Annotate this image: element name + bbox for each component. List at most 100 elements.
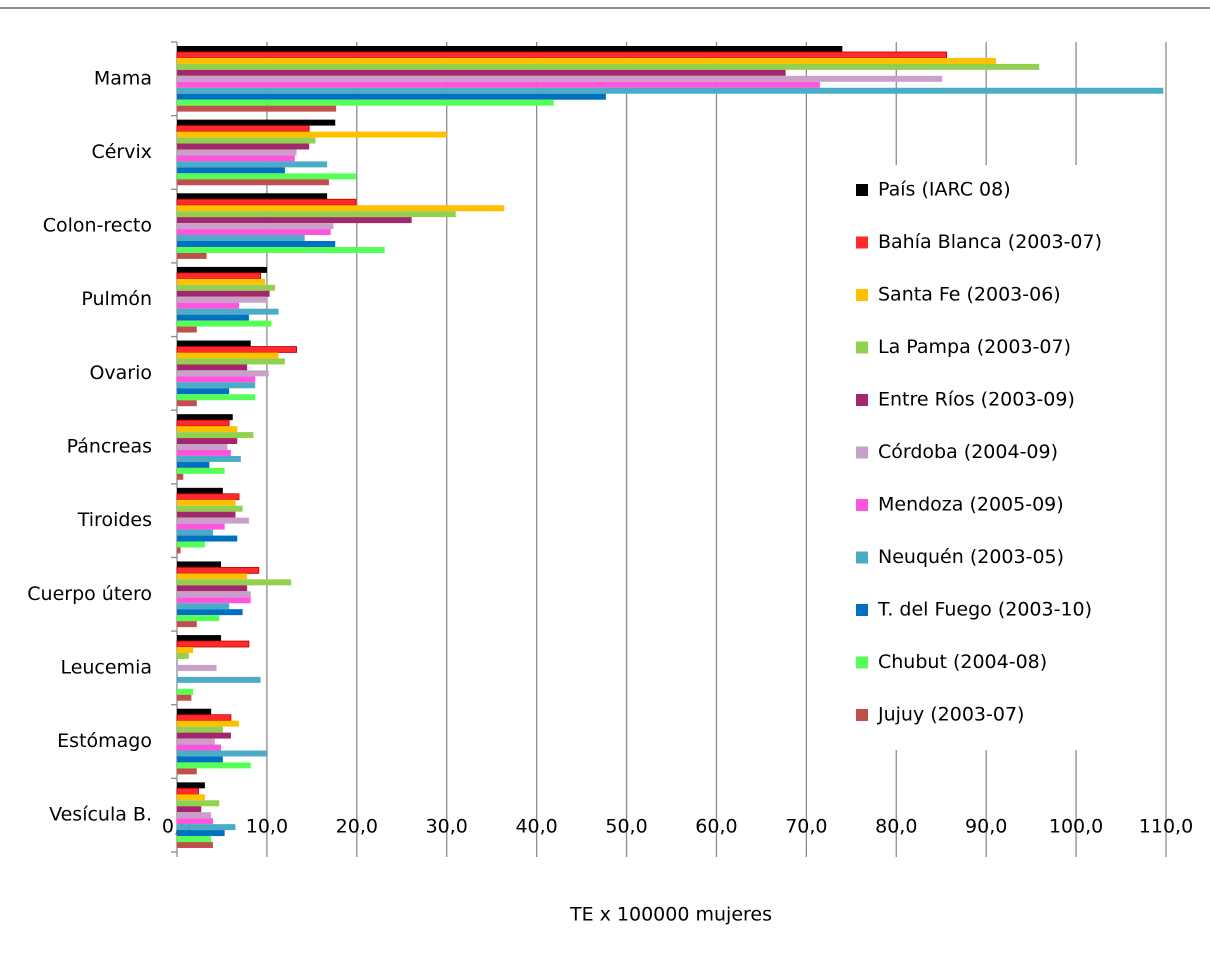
bar [177, 137, 316, 144]
bar [177, 364, 248, 371]
legend-swatch [856, 184, 868, 196]
bar [177, 69, 786, 76]
bar [177, 547, 181, 554]
bar [176, 198, 357, 206]
bar [177, 517, 249, 524]
bar [176, 419, 230, 427]
bar [177, 738, 215, 745]
bar [177, 149, 297, 156]
bar [177, 726, 223, 733]
bar [177, 591, 251, 598]
bar [177, 161, 328, 168]
bar [177, 193, 328, 200]
legend-swatch [856, 656, 868, 669]
bar [177, 824, 236, 831]
bar [177, 179, 329, 186]
bar [177, 461, 210, 468]
legend-swatch [856, 551, 868, 564]
bar [177, 535, 238, 542]
bar [177, 806, 202, 813]
bar [177, 732, 231, 739]
x-tick-label: 10,0 [246, 816, 288, 838]
bar [177, 782, 205, 789]
bar [177, 609, 243, 616]
bar [177, 664, 217, 671]
bar [177, 561, 222, 568]
legend-label: Santa Fe (2003-06) [878, 284, 1061, 306]
bar [177, 143, 310, 150]
bar [177, 290, 270, 297]
y-tick-label: Tiroides [77, 509, 152, 531]
legend-swatch [856, 394, 868, 406]
bar [177, 830, 225, 837]
legend-label: Neuquén (2003-05) [878, 546, 1064, 568]
bar [177, 744, 222, 751]
bar [177, 487, 223, 494]
bar [177, 800, 220, 807]
bar [176, 787, 199, 795]
bar [177, 320, 272, 327]
legend-label: País (IARC 08) [878, 179, 1011, 201]
bar [177, 358, 285, 365]
bar [177, 720, 240, 727]
bar [177, 211, 456, 218]
bar [177, 87, 1164, 94]
bar [177, 505, 243, 512]
bar [177, 278, 266, 285]
y-tick-label: Vesícula B. [49, 804, 152, 826]
bar [177, 57, 997, 64]
bar [177, 676, 261, 683]
bar [177, 585, 248, 592]
bar [177, 818, 213, 825]
bar [177, 246, 385, 253]
legend-box [840, 165, 1152, 750]
y-tick-label: Cérvix [91, 141, 152, 163]
legend-label: Entre Ríos (2003-09) [878, 389, 1075, 411]
bar [177, 621, 197, 628]
legend-swatch [856, 499, 868, 511]
x-tick-label: 30,0 [426, 816, 468, 838]
legend-swatch [856, 341, 868, 354]
bar [177, 75, 943, 82]
bar [177, 529, 213, 536]
x-tick-label: 20,0 [336, 816, 378, 838]
bar [177, 173, 356, 180]
bar [177, 370, 269, 377]
bar [176, 346, 297, 353]
bar [177, 444, 228, 450]
legend-swatch [856, 236, 868, 249]
bar [177, 314, 249, 321]
legend-label: Bahía Blanca (2003-07) [878, 231, 1102, 253]
bar [177, 573, 248, 580]
bar [177, 217, 412, 224]
bar [177, 99, 554, 106]
bar [177, 302, 240, 309]
bar [177, 105, 337, 112]
bar [177, 794, 205, 801]
bar [177, 205, 505, 212]
bar [177, 394, 256, 401]
bar [177, 266, 267, 273]
y-tick-label: Estómago [57, 730, 152, 752]
bar [177, 467, 225, 474]
bar [177, 762, 251, 769]
bar [177, 63, 1040, 70]
x-axis-title: TE x 100000 mujeres [569, 904, 772, 926]
bar [177, 523, 225, 530]
bar [177, 812, 212, 819]
bar [177, 340, 251, 347]
y-tick-label: Ovario [89, 362, 152, 384]
bar [176, 493, 240, 501]
bar [177, 597, 251, 604]
bar [177, 836, 212, 843]
legend-label: Jujuy (2003-07) [877, 704, 1024, 726]
bar [177, 167, 285, 174]
bar [177, 635, 222, 642]
bar [177, 750, 267, 757]
bar [177, 376, 256, 383]
y-tick-label: Cuerpo útero [27, 583, 152, 605]
bar [177, 449, 231, 456]
legend-label: Chubut (2004-08) [878, 651, 1047, 673]
bar [177, 432, 254, 439]
